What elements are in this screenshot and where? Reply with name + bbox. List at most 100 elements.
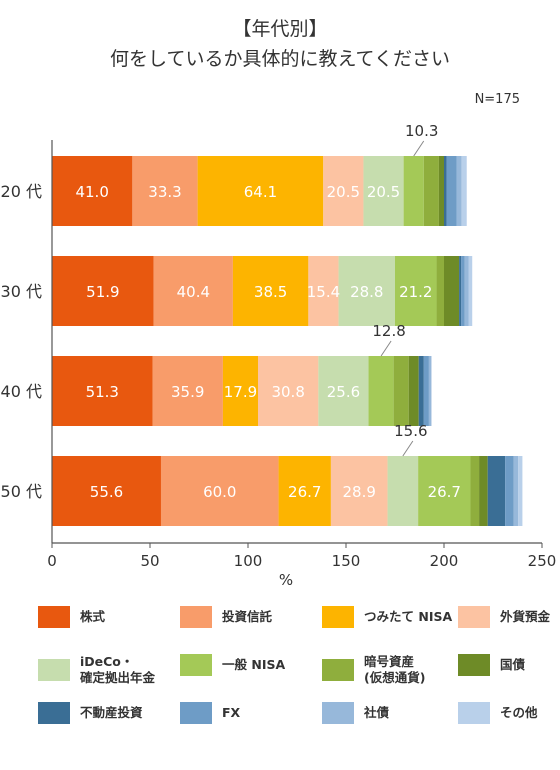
bar-segment (330, 456, 388, 526)
bar-segment (403, 156, 424, 226)
data-label: 41.0 (75, 183, 108, 201)
bar-segment (338, 256, 395, 326)
bar-segment (446, 156, 457, 226)
bar-segment (132, 156, 198, 226)
legend-swatch (180, 606, 212, 628)
legend-label: 社債 (364, 705, 390, 720)
callout-line (402, 440, 414, 457)
bar-segment (518, 456, 523, 526)
x-tick-label: 100 (234, 552, 263, 570)
legend-label: つみたて NISA (364, 609, 453, 624)
category-label: 20 代 (1, 182, 42, 201)
legend-item: 社債 (322, 702, 389, 724)
bar-segment (513, 456, 519, 526)
x-tick-label: 150 (332, 552, 361, 570)
bar-segment (418, 456, 471, 526)
bar-segment (464, 256, 469, 326)
chart-title-line2: 何をしているか具体的に教えてください (110, 48, 450, 70)
category-label: 40 代 (1, 382, 42, 401)
bar-segment (152, 356, 223, 426)
data-label: 40.4 (177, 283, 210, 301)
bar-segment (153, 256, 233, 326)
callout-line (413, 140, 425, 157)
category-label: 50 代 (1, 482, 42, 501)
data-label: 26.7 (428, 483, 461, 501)
legend-swatch (38, 606, 70, 628)
legend-label: 暗号資産 (仮想通貨) (364, 654, 426, 685)
x-axis-label: % (279, 571, 293, 589)
bar-segment (418, 356, 424, 426)
legend-swatch (322, 702, 354, 724)
legend-item: iDeCo・ 確定拠出年金 (38, 654, 155, 686)
data-label: 64.1 (244, 183, 277, 201)
data-label: 38.5 (254, 283, 287, 301)
bar-segment (257, 356, 319, 426)
bar-segment (393, 356, 409, 426)
legend-swatch (38, 659, 70, 681)
data-label: 21.2 (399, 283, 432, 301)
bar-segment (456, 156, 462, 226)
legend-label: その他 (500, 705, 538, 720)
legend-item: 一般 NISA (180, 654, 285, 676)
bar-segment (52, 356, 153, 426)
legend-item: FX (180, 702, 240, 724)
legend-item: 株式 (38, 606, 105, 628)
bar-segment (197, 156, 324, 226)
data-label: 35.9 (171, 383, 204, 401)
bar-segment (505, 456, 514, 526)
bar-segment (479, 456, 488, 526)
chart-title-line1: 【年代別】 (232, 18, 328, 40)
data-label: 15.6 (394, 422, 427, 440)
bar-segment (470, 456, 480, 526)
bar-segment (444, 256, 460, 326)
data-label: 20.5 (367, 183, 400, 201)
callout-line (380, 340, 392, 357)
legend-label: iDeCo・ 確定拠出年金 (80, 654, 156, 685)
sample-size-label: N=175 (474, 92, 520, 107)
legend-swatch (458, 654, 490, 676)
bar-segment (308, 256, 339, 326)
legend-label: 株式 (80, 609, 106, 624)
legend-item: 投資信託 (180, 606, 272, 628)
legend-item: つみたて NISA (322, 606, 452, 628)
bar-segment (423, 356, 429, 426)
legend-swatch (38, 702, 70, 724)
category-label: 30 代 (1, 282, 42, 301)
legend-swatch (180, 702, 212, 724)
data-label: 15.4 (307, 283, 340, 301)
bar-segment (487, 456, 506, 526)
data-label: 51.9 (86, 283, 119, 301)
bar-segment (52, 156, 133, 226)
bar-segment (318, 356, 369, 426)
bar-segment (461, 256, 465, 326)
bar-segment (459, 256, 462, 326)
legend-label: FX (222, 705, 241, 720)
data-label: 28.9 (343, 483, 376, 501)
bar-segment (461, 156, 467, 226)
data-label: 17.9 (224, 383, 257, 401)
legend-item: 不動産投資 (38, 702, 143, 724)
bar-segment (444, 156, 447, 226)
data-label: 12.8 (372, 322, 405, 340)
data-label: 55.6 (90, 483, 123, 501)
legend-label: 一般 NISA (222, 657, 286, 672)
bar-segment (52, 456, 161, 526)
bar-segment (52, 256, 154, 326)
bar-segment (428, 356, 432, 426)
legend-swatch (458, 702, 490, 724)
bar-segment (232, 256, 309, 326)
bar-segment (363, 156, 404, 226)
data-label: 10.3 (405, 122, 438, 140)
legend-swatch (322, 659, 354, 681)
legend-swatch (180, 654, 212, 676)
bar-segment (160, 456, 279, 526)
data-label: 33.3 (148, 183, 181, 201)
data-label: 28.8 (350, 283, 383, 301)
bar-segment (438, 156, 444, 226)
bar-segment (222, 356, 258, 426)
legend-label: 投資信託 (222, 609, 273, 624)
legend-item: 国債 (458, 654, 525, 676)
bar-segment (436, 256, 444, 326)
x-tick-label: 200 (430, 552, 459, 570)
bar-segment (368, 356, 394, 426)
